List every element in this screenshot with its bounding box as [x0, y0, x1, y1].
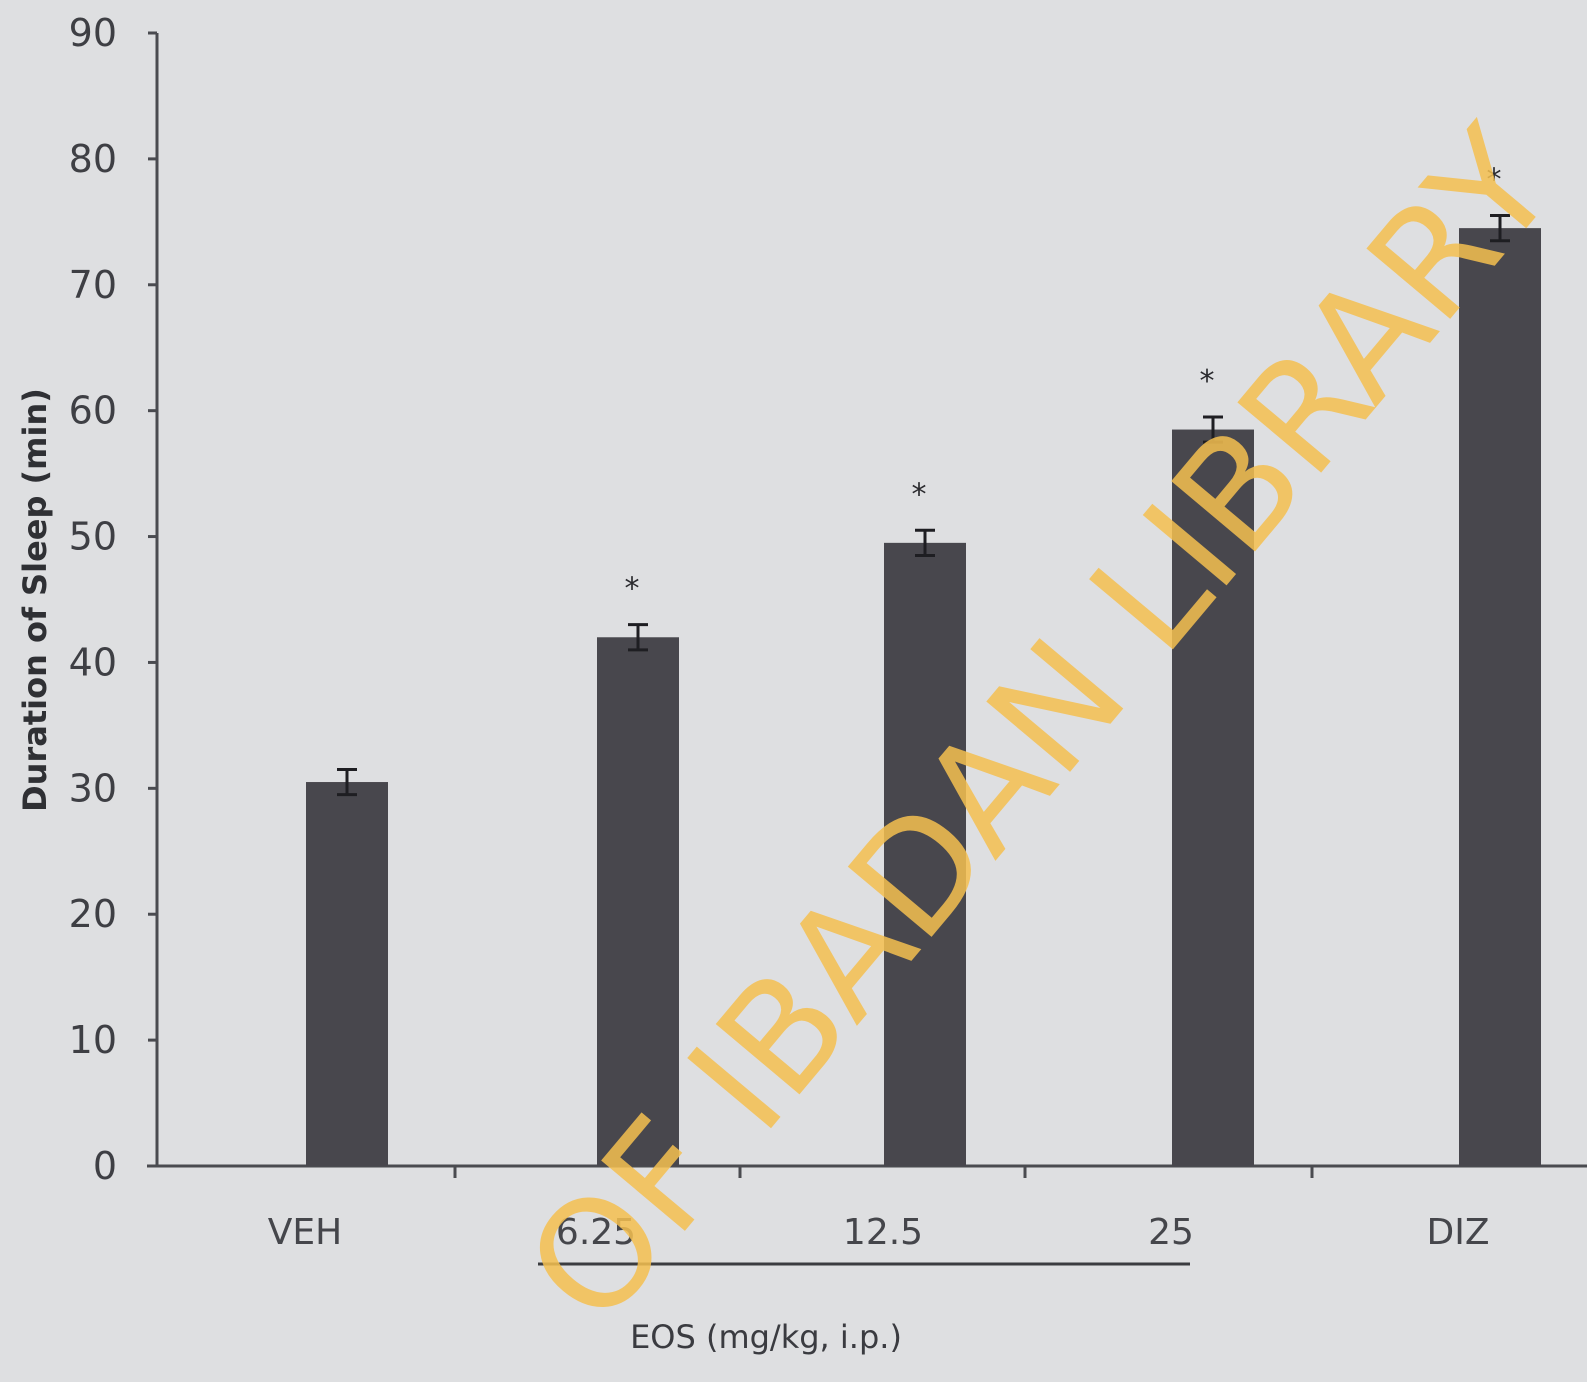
category-labels: VEH 6.25 12.5 25 DIZ: [268, 1212, 1490, 1253]
x-category-label: 12.5: [843, 1212, 923, 1253]
bar: [597, 637, 679, 1166]
y-tick-label: 20: [69, 892, 117, 936]
y-axis: 0 10 20 30 40 50 60 70 80 90: [69, 11, 159, 1188]
significance-marker: *: [1487, 163, 1502, 198]
bar: [306, 782, 388, 1166]
y-axis-title: Duration of Sleep (min): [16, 388, 54, 812]
y-tick-label: 60: [69, 389, 117, 433]
x-category-label: 6.25: [556, 1212, 636, 1253]
y-tick-label: 40: [69, 640, 117, 684]
bar: [1172, 429, 1254, 1166]
y-tick-label: 50: [69, 515, 117, 559]
x-category-label: VEH: [268, 1212, 342, 1253]
y-tick-label: 10: [69, 1018, 117, 1062]
y-tick-label: 80: [69, 137, 117, 181]
bar: [884, 542, 966, 1166]
bar: [1459, 228, 1541, 1166]
y-tick-label: 0: [93, 1144, 117, 1188]
group-axis-title: EOS (mg/kg, i.p.): [630, 1318, 902, 1356]
y-tick-label: 30: [69, 766, 117, 810]
bars: * * * *: [306, 163, 1541, 1166]
significance-marker: *: [625, 572, 640, 607]
y-tick-label: 70: [69, 263, 117, 307]
y-tick-label: 90: [69, 11, 117, 55]
x-category-label: 25: [1148, 1212, 1194, 1253]
x-category-label: DIZ: [1427, 1212, 1490, 1253]
significance-marker: *: [1200, 364, 1215, 399]
significance-marker: *: [912, 477, 927, 512]
